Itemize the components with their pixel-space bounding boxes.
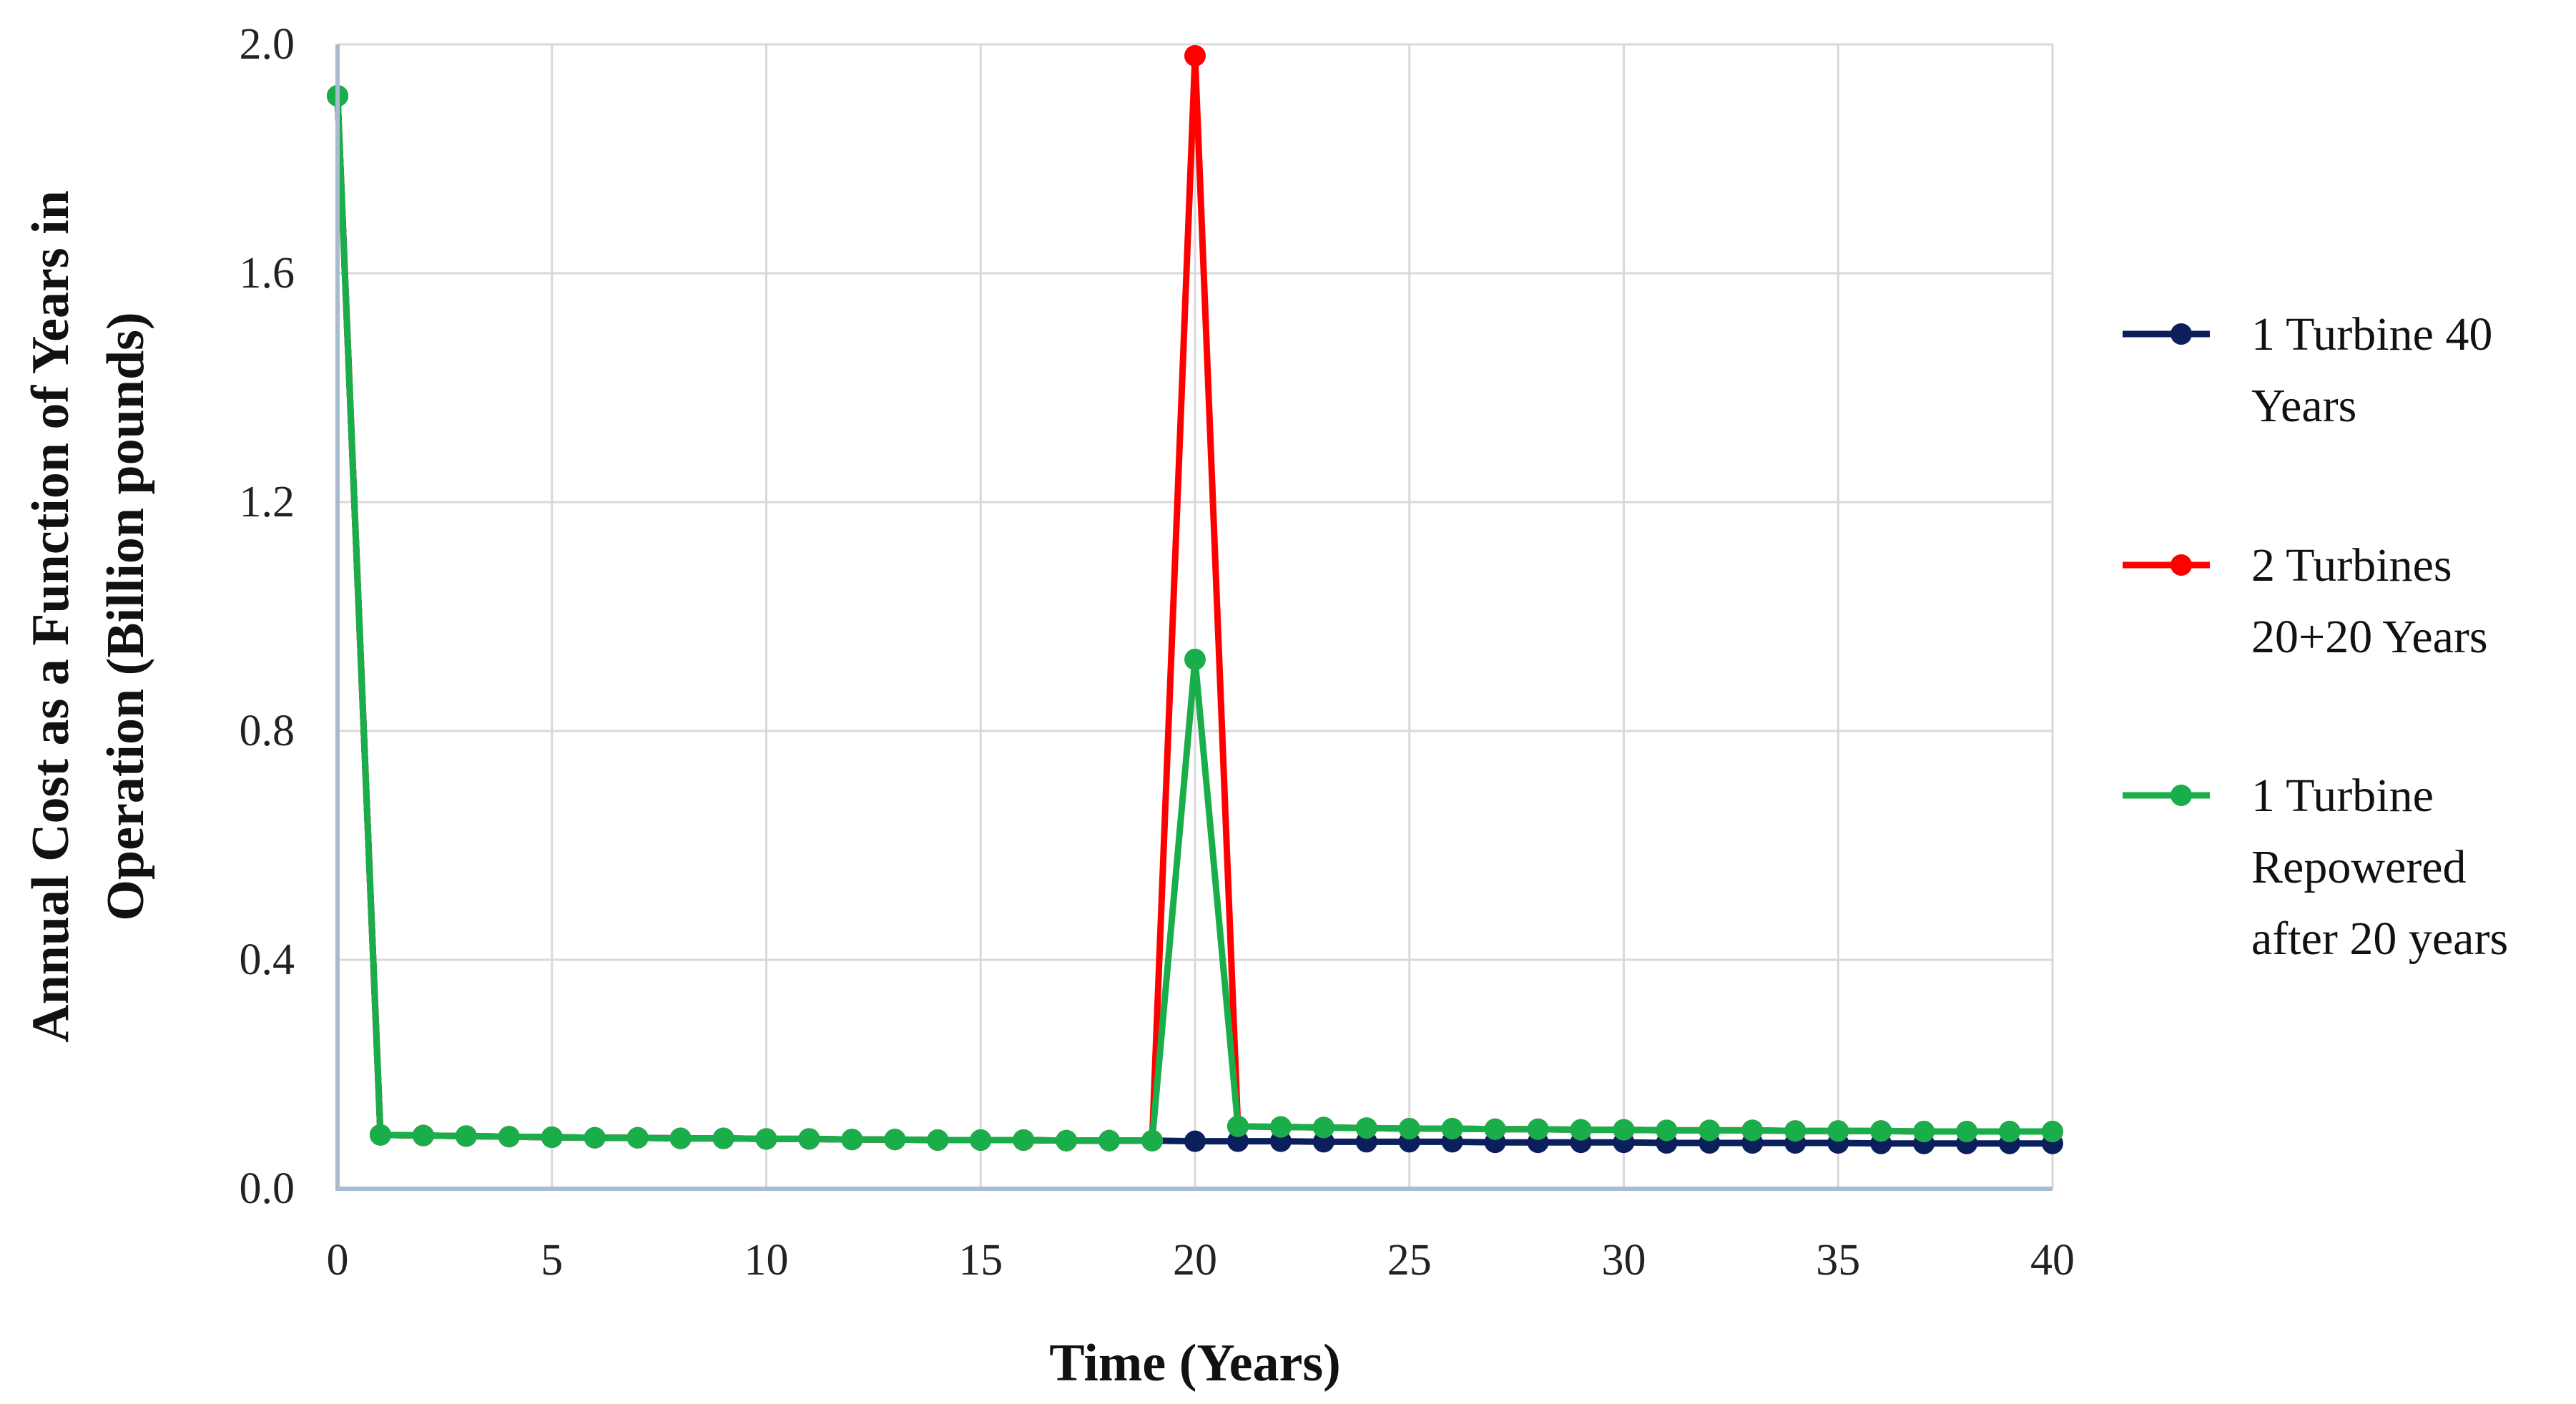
x-axis-title: Time (Years) (1049, 1334, 1341, 1393)
legend-label: 2 Turbines (2251, 539, 2452, 591)
data-point (1699, 1119, 1721, 1142)
data-point (1870, 1120, 1892, 1142)
x-tick-label: 15 (958, 1236, 1003, 1285)
data-point (1398, 1118, 1420, 1139)
legend-label: 1 Turbine (2251, 770, 2434, 822)
series-3 (327, 85, 2063, 1152)
legend-label: after 20 years (2251, 913, 2508, 965)
data-point (755, 1128, 777, 1150)
y-axis-title-line: Operation (Billion pounds) (97, 312, 155, 921)
gridlines (338, 43, 2054, 1189)
data-point (1999, 1121, 2021, 1142)
legend-swatch-marker (2171, 554, 2192, 576)
data-point (1226, 1130, 1249, 1152)
legend: 1 Turbine 40 Years 2 Turbines 20+20 Years 1 … (2123, 308, 2508, 965)
legend-label: Repowered (2251, 841, 2467, 893)
data-point (1355, 1117, 1377, 1139)
data-point (798, 1128, 820, 1150)
y-tick-label: 2.0 (240, 20, 295, 69)
data-point (1226, 1115, 1249, 1137)
legend-swatch-marker (2171, 785, 2192, 806)
data-point (884, 1129, 906, 1151)
x-tick-label: 5 (541, 1236, 563, 1285)
axes (335, 44, 2053, 1191)
data-point (1913, 1121, 1935, 1142)
data-point (1056, 1129, 1078, 1152)
legend-swatch-marker (2171, 323, 2192, 345)
data-point (1570, 1119, 1592, 1141)
data-point (1484, 1118, 1506, 1140)
data-point (584, 1126, 606, 1149)
data-point (669, 1127, 692, 1149)
y-axis-title-line: Annual Cost as a Function of Years in (21, 190, 80, 1043)
data-point (1741, 1119, 1764, 1142)
data-point (2042, 1121, 2063, 1142)
y-tick-label: 1.2 (240, 478, 295, 526)
data-point (1827, 1120, 1849, 1142)
legend-item: 1 Turbine Repowered after 20 years (2123, 770, 2508, 965)
data-point (1013, 1129, 1035, 1151)
data-point (841, 1129, 863, 1151)
data-point (498, 1126, 520, 1148)
y-tick-label: 1.6 (240, 249, 295, 298)
data-point (1613, 1119, 1635, 1141)
data-point (1184, 45, 1206, 67)
data-point (369, 1124, 391, 1146)
y-tick-label: 0.8 (240, 707, 295, 755)
data-point (1098, 1129, 1121, 1152)
legend-label: 1 Turbine 40 (2251, 308, 2492, 360)
y-tick-label: 0.4 (240, 936, 295, 984)
legend-item: 2 Turbines 20+20 Years (2123, 539, 2488, 663)
legend-item: 1 Turbine 40 Years (2123, 308, 2492, 432)
data-point (1184, 1130, 1206, 1152)
data-point (626, 1126, 649, 1149)
y-tick-label: 0.0 (240, 1164, 295, 1213)
data-point (970, 1129, 992, 1151)
data-point (1784, 1120, 1806, 1142)
y-axis-title: Annual Cost as a Function of Years in Ope… (21, 190, 155, 1043)
x-tick-label: 40 (2030, 1236, 2075, 1285)
tick-labels: 0.0 0.4 0.8 1.2 1.6 2.0 0 5 10 15 20 25 30 35 40 (240, 20, 2075, 1285)
data-point (712, 1127, 734, 1149)
legend-label: 20+20 Years (2251, 611, 2488, 663)
x-tick-label: 35 (1816, 1236, 1860, 1285)
data-point (1956, 1121, 1978, 1142)
x-tick-label: 30 (1602, 1236, 1646, 1285)
data-point (541, 1126, 563, 1148)
data-point (1141, 1129, 1164, 1152)
data-point (412, 1124, 434, 1147)
plot-area (327, 45, 2063, 1154)
x-tick-label: 10 (744, 1236, 789, 1285)
data-point (1312, 1116, 1334, 1139)
data-point (927, 1129, 949, 1151)
x-tick-label: 25 (1387, 1236, 1432, 1285)
data-point (1656, 1119, 1678, 1142)
x-tick-label: 20 (1173, 1236, 1217, 1285)
data-point (455, 1125, 477, 1147)
data-point (1527, 1118, 1549, 1140)
data-point (1184, 649, 1206, 670)
data-point (1441, 1118, 1463, 1139)
x-tick-label: 0 (327, 1236, 349, 1285)
data-point (1269, 1116, 1292, 1138)
legend-label: Years (2251, 380, 2356, 432)
